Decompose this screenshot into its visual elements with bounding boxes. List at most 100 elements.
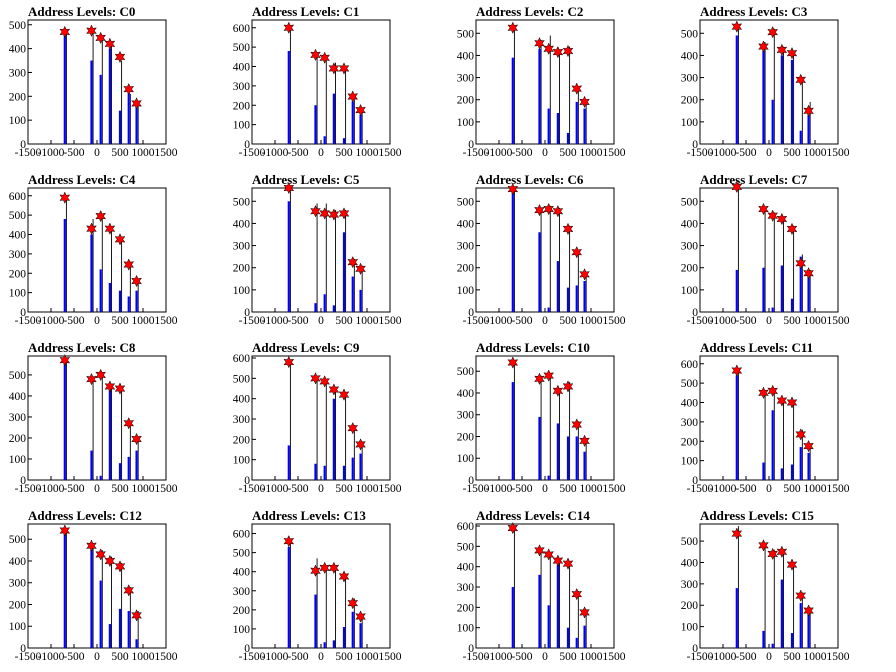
x-tick-label: -1000 [262, 147, 289, 159]
x-tick-label: -1000 [38, 651, 65, 663]
peak-star-marker [507, 356, 519, 369]
peak-star-marker [131, 97, 142, 110]
bar-primary [547, 475, 550, 480]
bar-primary [332, 640, 335, 648]
y-tick-label: 400 [233, 567, 251, 579]
bar-primary [63, 31, 66, 144]
peak-star-marker [114, 233, 126, 246]
bar-primary [780, 468, 783, 480]
bar-primary [135, 450, 138, 480]
peak-star-marker [534, 544, 545, 557]
x-tick-label: -1500 [239, 315, 266, 327]
x-tick-label: 1000 [356, 147, 379, 159]
peak-star-marker [319, 207, 331, 220]
bar-primary [342, 138, 346, 144]
peak-star-marker [59, 353, 71, 367]
x-tick-label: -500 [511, 483, 532, 495]
bar-primary [547, 307, 550, 312]
y-tick-label: 400 [681, 218, 699, 230]
bar-primary [799, 256, 802, 312]
y-tick-label: 400 [457, 50, 475, 62]
x-tick-label: -1500 [239, 483, 266, 495]
peak-star-marker [131, 274, 142, 288]
y-tick-label: 200 [233, 263, 251, 275]
chart-panel: Address Levels: C1 0 100 200 300 400 500 600 -15… [224, 0, 448, 168]
peak-star-marker [59, 524, 71, 537]
x-tick-label: -1500 [463, 651, 490, 663]
y-tick-label: 100 [457, 623, 475, 635]
plot-frame [251, 187, 391, 313]
x-tick-label: 500 [783, 483, 801, 495]
chart-title: Address Levels: C8 [28, 340, 136, 355]
chart-panel: Address Levels: C14 0 100 200 300 400 500 600 -1… [448, 504, 672, 672]
y-tick-label: 300 [681, 417, 699, 429]
bar-primary [99, 74, 102, 144]
chart-title: Address Levels: C4 [28, 172, 136, 187]
y-tick-label: 300 [233, 81, 251, 93]
bar-primary [762, 267, 765, 312]
peak-star-marker [283, 181, 295, 195]
peak-star-marker [758, 386, 769, 400]
chart-panel: Address Levels: C9 0 100 200 300 400 500 600 -15… [224, 336, 448, 504]
y-tick-label: 0 [20, 307, 26, 319]
x-tick-label: -1000 [710, 483, 737, 495]
bar-primary [108, 387, 111, 480]
y-tick-label: 400 [681, 398, 699, 410]
y-tick-label: 100 [681, 456, 699, 468]
x-tick-label: 0 [766, 315, 772, 327]
peak-star-marker [123, 584, 135, 597]
x-tick-label: -500 [511, 651, 532, 663]
peak-star-marker [310, 564, 321, 577]
y-tick-label: 400 [681, 50, 699, 62]
peak-star-marker [562, 222, 574, 236]
plot-frame [27, 187, 167, 313]
y-tick-label: 100 [681, 285, 699, 297]
y-tick-label: 500 [233, 373, 251, 385]
peak-star-marker [319, 51, 331, 64]
peak-star-marker [552, 384, 564, 398]
x-tick-label: 1000 [804, 315, 827, 327]
peak-star-marker [338, 207, 350, 220]
x-tick-label: 0 [542, 483, 548, 495]
bar-primary [323, 642, 326, 648]
bar-primary [108, 48, 111, 144]
bar-primary [566, 627, 570, 648]
peak-star-marker [803, 439, 814, 453]
peak-star-marker [310, 48, 321, 62]
peak-star-marker [571, 587, 583, 601]
x-tick-label: 1000 [132, 147, 155, 159]
x-tick-label: -500 [63, 147, 84, 159]
y-tick-label: 400 [457, 218, 475, 230]
y-tick-label: 100 [681, 117, 699, 129]
bar-primary [127, 91, 130, 144]
bar-primary [135, 105, 138, 144]
y-tick-label: 0 [244, 475, 250, 487]
x-tick-label: 0 [94, 483, 100, 495]
peak-star-marker [758, 40, 769, 53]
y-tick-label: 0 [244, 307, 250, 319]
peak-star-marker [104, 37, 116, 51]
peak-star-marker [104, 380, 116, 393]
peak-star-marker [86, 24, 97, 37]
y-tick-label: 200 [9, 268, 27, 280]
chart-panel: Address Levels: C5 0 100 200 300 400 500 -1500-… [224, 168, 448, 336]
peak-star-marker [731, 180, 743, 194]
y-tick-label: 0 [692, 307, 698, 319]
bar-primary [771, 307, 774, 312]
bar-primary [807, 115, 810, 144]
y-tick-label: 300 [681, 73, 699, 85]
plot-frame [699, 355, 839, 481]
peak-star-marker [803, 604, 814, 617]
y-tick-label: 100 [457, 285, 475, 297]
peak-star-marker [579, 95, 590, 109]
peak-star-marker [328, 383, 340, 396]
x-tick-label: 1000 [132, 315, 155, 327]
x-tick-label: -500 [735, 147, 756, 159]
x-tick-label: 0 [318, 315, 324, 327]
x-tick-label: -1500 [239, 147, 266, 159]
bar-primary [735, 35, 738, 144]
bar-primary [108, 282, 111, 312]
x-tick-label: 500 [559, 315, 577, 327]
